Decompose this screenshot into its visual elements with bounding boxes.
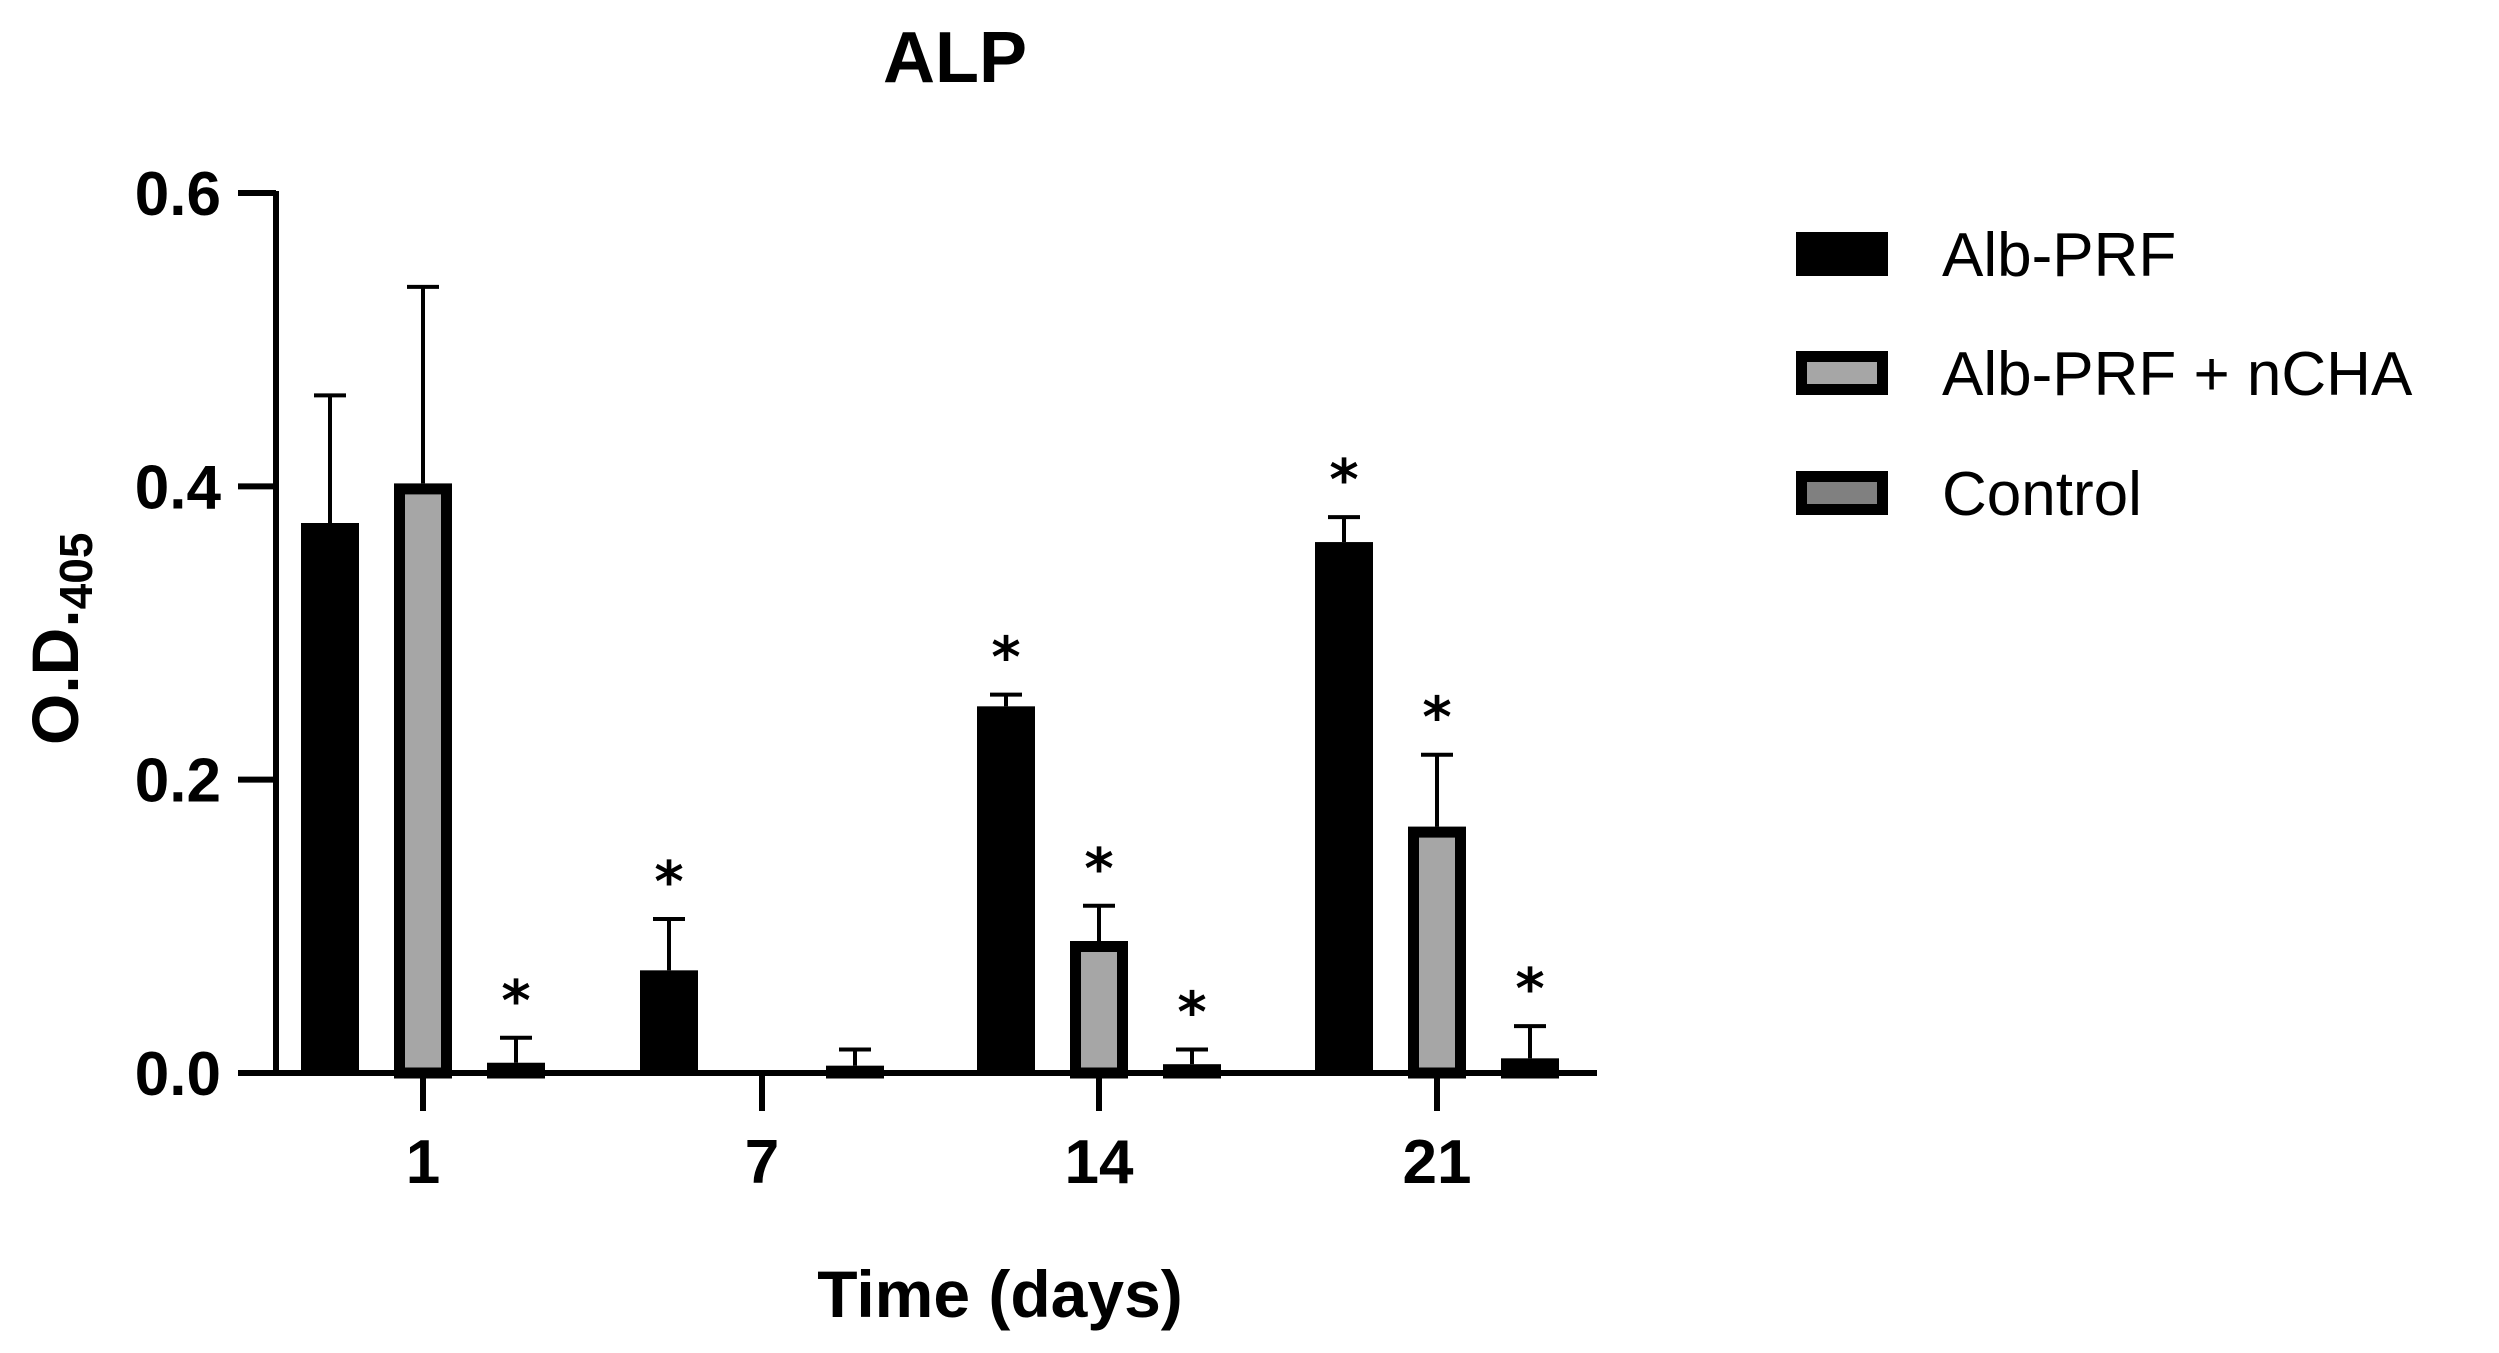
x-tick-label: 1 [406, 1128, 440, 1197]
legend-label: Alb-PRF [1942, 221, 2176, 290]
significance-star: * [654, 850, 683, 915]
bar [1408, 826, 1466, 1079]
y-tick-label: 0.4 [135, 453, 222, 522]
svg-text:O.D.405: O.D.405 [18, 533, 102, 745]
significance-star: * [501, 969, 530, 1034]
legend: Alb-PRF Alb-PRF + nCHA Control [1796, 221, 2413, 529]
significance-star: * [1422, 686, 1451, 751]
legend-swatch [1796, 471, 1888, 515]
legend-swatch [1796, 232, 1888, 276]
y-tick-label: 0.0 [135, 1040, 221, 1109]
legend-label: Control [1942, 460, 2142, 529]
significance-star: * [991, 626, 1020, 691]
bar [977, 706, 1035, 1073]
y-axis-title-main: O.D. [18, 609, 92, 745]
y-axis-title: O.D.405 [18, 533, 102, 745]
significance-star: * [1084, 837, 1113, 902]
x-tick-label: 21 [1403, 1128, 1472, 1197]
y-tick-label: 0.6 [135, 160, 221, 229]
x-axis-title: Time (days) [817, 1257, 1183, 1331]
plot-area: * * * * * * * * 0.0 0.2 0.4 0.6 1 7 14 21 [135, 160, 1597, 1197]
bar [640, 970, 698, 1073]
bar [1070, 941, 1128, 1079]
bar [394, 483, 452, 1079]
chart-title: ALP [883, 18, 1027, 98]
significance-star: * [1177, 981, 1206, 1046]
y-axis-title-subscript: 405 [50, 533, 102, 610]
legend-label: Alb-PRF + nCHA [1942, 340, 2413, 409]
y-tick-label: 0.2 [135, 747, 221, 816]
significance-star: * [1329, 448, 1358, 513]
bar [1315, 542, 1373, 1073]
bar [301, 523, 359, 1073]
x-tick-label: 7 [745, 1128, 779, 1197]
x-tick-label: 14 [1065, 1128, 1134, 1197]
legend-swatch [1796, 351, 1888, 395]
significance-star: * [1515, 957, 1544, 1022]
